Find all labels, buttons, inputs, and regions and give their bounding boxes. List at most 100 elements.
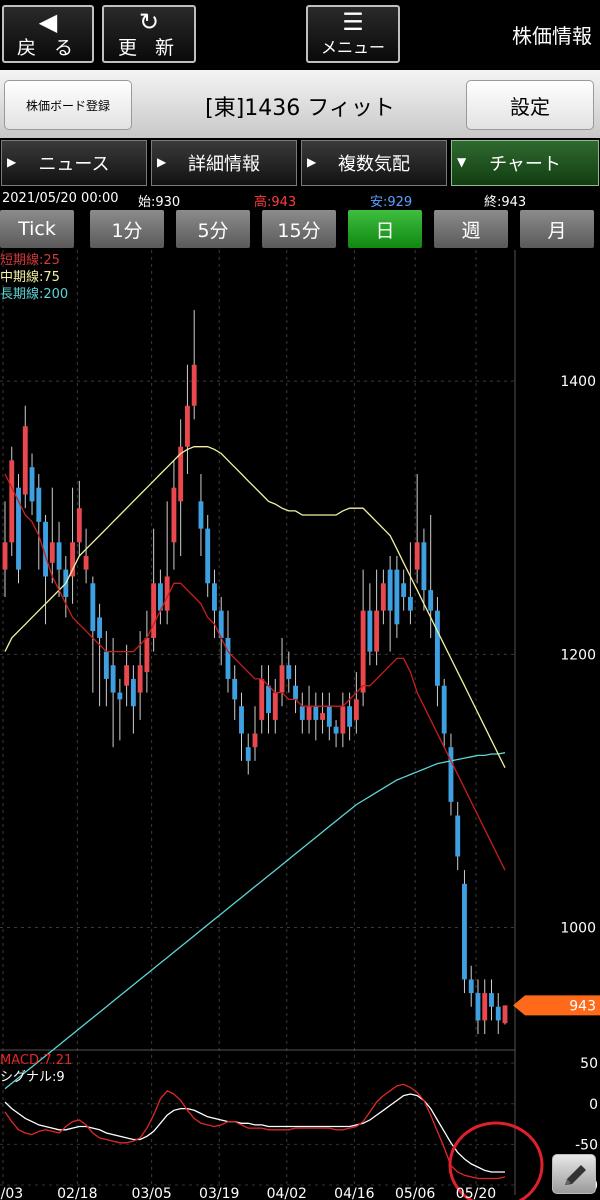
period-week-button[interactable]: 週 [434,210,508,248]
candle-down [239,706,244,734]
back-button[interactable]: ◀ 戻 る [2,5,94,63]
refresh-icon: ↻ [138,8,160,36]
mid-ma-line [4,446,506,768]
candle-down [448,747,454,802]
back-label: 戻 る [16,37,80,59]
pencil-icon [565,1165,586,1185]
tab-chart[interactable]: ▼ チャート [451,140,599,186]
candle-down [326,706,332,727]
candle-up [185,405,190,447]
candle-up [144,637,150,673]
candle-up [252,733,258,748]
candle-down [299,706,305,720]
candle-down [394,569,400,625]
candle-down [441,685,447,734]
date-tick-label: 04/16 [334,1186,374,1200]
current-price-tag [513,995,600,1016]
candle-up [151,583,157,638]
candle-down [103,651,109,679]
candle-up [124,665,130,686]
menu-label: メニュー [320,38,385,57]
signal-legend-label: シグナル:9 [0,1070,65,1085]
period-5min-button[interactable]: 5分 [176,210,250,248]
macd-legend-label: MACD:7.21 [0,1053,73,1068]
tab-label: 詳細情報 [188,154,260,175]
candle-up [414,542,420,570]
date-tick-label: 04/02 [267,1186,307,1200]
candle-down [421,542,427,591]
period-day-button[interactable]: 日 [348,210,422,248]
stock-title: [東]1436 フィット [205,96,395,121]
refresh-label: 更 新 [117,37,181,59]
candle-down [489,993,494,1007]
date-tick-label: 03/19 [199,1186,239,1200]
long-ma-line [4,752,506,1090]
period-tick-button[interactable]: Tick [0,210,74,248]
candle-down [245,747,251,761]
period-month-button[interactable]: 月 [520,210,594,248]
high-price: 高:943 [254,195,297,210]
candle-up [76,508,82,543]
candle-down [407,596,413,611]
tab-arrow-icon: ▶ [7,155,17,169]
candle-down [401,583,407,597]
period-1min-button[interactable]: 1分 [90,210,164,248]
stock-chart[interactable]: 140012001000500-50-10094302/0302/1803/05… [0,250,600,1200]
candle-down [110,665,116,693]
candle-up [320,713,325,720]
candle-up [49,542,55,563]
date-tick-label: 03/05 [131,1186,171,1200]
period-15min-button[interactable]: 15分 [262,210,336,248]
candle-down [387,569,393,611]
candle-up [272,692,278,720]
tab-arrow-icon: ▶ [307,155,317,169]
candle-up [306,706,312,720]
app-title: 株価情報 [512,24,592,48]
candle-down [198,501,204,529]
candle-up [9,460,15,543]
tab-news[interactable]: ▶ ニュース [1,140,147,186]
candle-down [266,685,271,714]
date-tick-label: 02/03 [0,1186,23,1200]
tab-label: チャート [489,154,561,175]
long-ma-legend: 長期線:200 [0,287,69,302]
register-board-button[interactable]: 株価ボード登録 [4,80,132,130]
menu-button[interactable]: ☰ メニュー [306,5,400,63]
short-ma-line [4,473,506,871]
candle-down [333,726,339,734]
date-tick-label: 05/06 [395,1186,435,1200]
tab-quotes[interactable]: ▶ 複数気配 [301,140,447,186]
candle-up [353,699,359,720]
candle-down [117,692,123,700]
mid-ma-legend: 中期線:75 [0,270,60,285]
candle-down [367,610,373,652]
low-price: 安:929 [370,195,413,210]
annotation-circle [448,1121,544,1200]
candle-up [374,610,380,652]
macd-line [4,1083,506,1180]
chart-background [0,250,600,1200]
price-tick-label: 1400 [560,374,596,390]
macd-tick-label: 50 [580,1056,598,1072]
tab-arrow-icon: ▶ [157,155,167,169]
candle-down [157,583,163,611]
candle-down [97,617,103,638]
candle-up [83,555,89,570]
refresh-button[interactable]: ↻ 更 新 [102,5,196,63]
candle-down [347,706,353,727]
candle-up [164,576,170,611]
draw-tool-button[interactable] [552,1154,596,1194]
macd-legend: MACD:7.21 シグナル:9 [0,1052,72,1086]
candle-up [191,364,197,406]
candle-up [259,678,265,720]
tab-label: ニュース [38,154,110,175]
candle-up [502,1005,508,1024]
candle-down [286,665,292,679]
candle-down [130,678,136,707]
settings-button[interactable]: 設定 [466,80,594,130]
candle-up [380,583,386,611]
tab-details[interactable]: ▶ 詳細情報 [151,140,297,186]
tab-arrow-down-icon: ▼ [457,155,467,169]
macd-tick-label: 0 [589,1097,598,1113]
period-selector: Tick 1分 5分 15分 日 週 月 [0,210,600,250]
